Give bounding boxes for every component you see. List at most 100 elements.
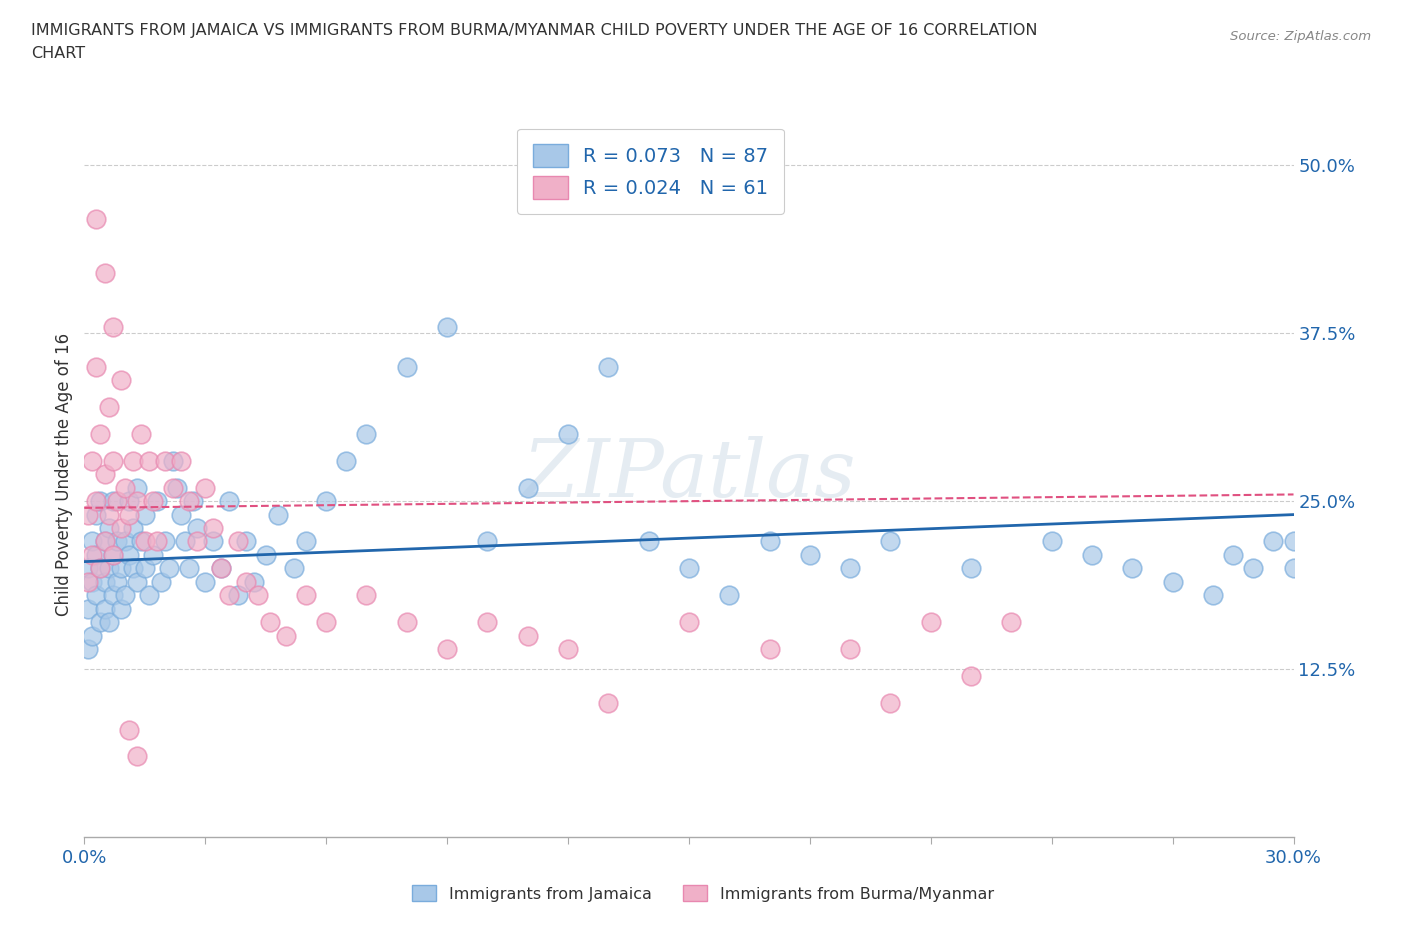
Point <box>1282 561 1305 576</box>
Point <box>1121 561 1143 576</box>
Point <box>315 494 337 509</box>
Point <box>86 588 108 603</box>
Point <box>93 534 115 549</box>
Point <box>174 534 197 549</box>
Point <box>125 480 148 495</box>
Point <box>436 319 458 334</box>
Point <box>129 534 152 549</box>
Point <box>194 480 217 495</box>
Point <box>134 561 156 576</box>
Point <box>356 427 378 442</box>
Point <box>97 615 120 630</box>
Point <box>162 480 184 495</box>
Point <box>77 561 100 576</box>
Point <box>598 359 620 374</box>
Y-axis label: Child Poverty Under the Age of 16: Child Poverty Under the Age of 16 <box>55 333 73 616</box>
Point <box>146 494 169 509</box>
Point <box>226 588 249 603</box>
Point <box>758 534 780 549</box>
Point <box>125 575 148 590</box>
Point <box>179 561 201 576</box>
Point <box>118 494 141 509</box>
Point <box>149 575 172 590</box>
Text: IMMIGRANTS FROM JAMAICA VS IMMIGRANTS FROM BURMA/MYANMAR CHILD POVERTY UNDER THE: IMMIGRANTS FROM JAMAICA VS IMMIGRANTS FR… <box>31 23 1038 38</box>
Point <box>477 534 499 549</box>
Point <box>105 575 128 590</box>
Point <box>86 494 108 509</box>
Point <box>118 722 141 737</box>
Point <box>101 548 124 563</box>
Point <box>142 548 165 563</box>
Point <box>960 561 983 576</box>
Point <box>97 561 120 576</box>
Point <box>114 534 136 549</box>
Point <box>134 507 156 522</box>
Point <box>194 575 217 590</box>
Point <box>86 548 108 563</box>
Legend: Immigrants from Jamaica, Immigrants from Burma/Myanmar: Immigrants from Jamaica, Immigrants from… <box>405 879 1001 908</box>
Point <box>186 534 208 549</box>
Point <box>138 588 160 603</box>
Point <box>259 615 281 630</box>
Point <box>134 534 156 549</box>
Point <box>235 534 257 549</box>
Point <box>202 534 225 549</box>
Point <box>170 507 193 522</box>
Point <box>186 521 208 536</box>
Point <box>678 615 700 630</box>
Point <box>129 427 152 442</box>
Point <box>235 575 257 590</box>
Point <box>77 601 100 616</box>
Point <box>718 588 741 603</box>
Point <box>295 588 318 603</box>
Point <box>1282 534 1305 549</box>
Point <box>1263 534 1285 549</box>
Point <box>242 575 264 590</box>
Point <box>86 359 108 374</box>
Point <box>86 212 108 227</box>
Point <box>101 494 124 509</box>
Point <box>226 534 249 549</box>
Point <box>758 642 780 657</box>
Point <box>181 494 204 509</box>
Point <box>162 454 184 469</box>
Point <box>125 749 148 764</box>
Point <box>879 534 901 549</box>
Point <box>179 494 201 509</box>
Point <box>170 454 193 469</box>
Point <box>89 561 111 576</box>
Point <box>93 467 115 482</box>
Point <box>105 534 128 549</box>
Point <box>82 548 104 563</box>
Point <box>436 642 458 657</box>
Point <box>118 548 141 563</box>
Point <box>121 521 143 536</box>
Point <box>146 534 169 549</box>
Point <box>516 628 538 643</box>
Point <box>110 561 132 576</box>
Point <box>477 615 499 630</box>
Point <box>82 575 104 590</box>
Point <box>142 494 165 509</box>
Point <box>218 588 240 603</box>
Point <box>89 561 111 576</box>
Point <box>121 454 143 469</box>
Point <box>920 615 942 630</box>
Point <box>209 561 232 576</box>
Point <box>557 642 579 657</box>
Point <box>101 454 124 469</box>
Point <box>335 454 357 469</box>
Point <box>105 494 128 509</box>
Point <box>598 696 620 711</box>
Point <box>1040 534 1063 549</box>
Point <box>82 454 104 469</box>
Point <box>516 480 538 495</box>
Point <box>1241 561 1264 576</box>
Point <box>93 534 115 549</box>
Point <box>254 548 277 563</box>
Point <box>1222 548 1244 563</box>
Point <box>93 601 115 616</box>
Text: ZIPatlas: ZIPatlas <box>522 435 856 513</box>
Point <box>246 588 269 603</box>
Point <box>77 507 100 522</box>
